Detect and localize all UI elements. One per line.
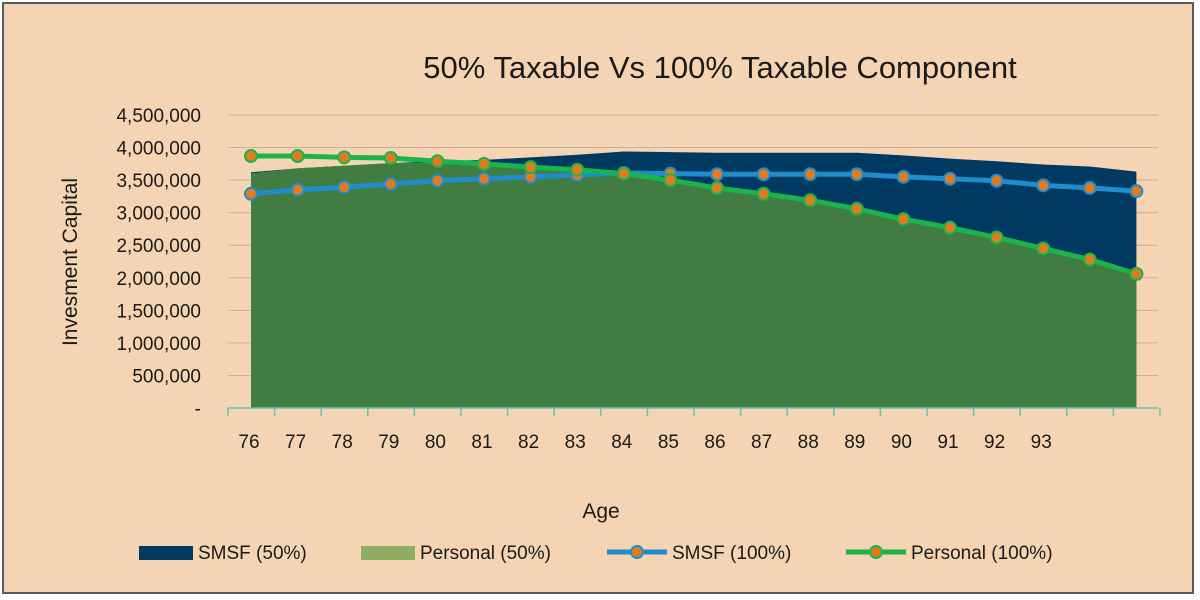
marker-smsf-100 (244, 186, 258, 201)
y-tick-label: 2,000,000 (116, 269, 201, 290)
legend-swatch-smsf-50 (139, 546, 193, 560)
y-tick-label: 2,500,000 (116, 236, 201, 257)
chart-canvas: 50% Taxable Vs 100% Taxable Component - 5… (59, 50, 1161, 564)
x-tick-label: 85 (658, 432, 679, 453)
marker-smsf-100 (943, 171, 957, 186)
y-tick-label: 500,000 (132, 366, 201, 387)
legend-label-personal-50: Personal (50%) (420, 543, 551, 564)
y-tick-label: - (195, 399, 201, 420)
x-tick-label: 86 (704, 432, 725, 453)
legend-label-personal-100: Personal (100%) (911, 543, 1053, 564)
x-tick-label: 80 (425, 432, 446, 453)
y-tick-label: 3,000,000 (116, 204, 201, 225)
marker-smsf-100 (290, 182, 305, 197)
marker-personal-100 (1129, 266, 1144, 281)
area-overlap (251, 163, 1137, 408)
y-tick-label: 3,500,000 (116, 171, 201, 192)
marker-personal-100 (943, 220, 957, 235)
legend: SMSF (50%) Personal (50%) SMSF (100%) Perso… (139, 543, 1053, 564)
marker-personal-100 (803, 193, 818, 208)
marker-personal-100 (430, 154, 445, 169)
y-tick-label: 1,500,000 (116, 301, 201, 322)
x-tick-label: 92 (984, 432, 1005, 453)
legend-swatch-personal-50 (361, 546, 415, 560)
marker-smsf-100 (430, 173, 445, 188)
x-tick-label: 90 (891, 432, 912, 453)
marker-smsf-100 (477, 171, 491, 186)
x-tick-label: 84 (611, 432, 633, 453)
marker-personal-100 (290, 149, 305, 164)
area-series (251, 151, 1137, 408)
marker-personal-100 (244, 149, 258, 164)
marker-personal-100 (477, 156, 491, 171)
legend-label-smsf-100: SMSF (100%) (672, 543, 791, 564)
marker-personal-100 (989, 230, 1004, 245)
legend-label-smsf-50: SMSF (50%) (198, 543, 307, 564)
x-tick-label: 82 (518, 432, 539, 453)
marker-personal-100 (1082, 252, 1097, 267)
marker-smsf-100 (756, 167, 771, 182)
line-personal-100 (251, 153, 1138, 277)
chart-title: 50% Taxable Vs 100% Taxable Component (423, 50, 1017, 85)
y-axis-label: Invesment Capital (59, 178, 82, 346)
marker-personal-100 (1036, 241, 1051, 256)
marker-smsf-100 (803, 167, 818, 182)
axes (227, 407, 1161, 416)
marker-smsf-100 (1129, 184, 1144, 199)
x-tick-label: 87 (751, 432, 772, 453)
marker-personal-100 (570, 162, 585, 177)
marker-smsf-100 (383, 177, 398, 192)
marker-smsf-100 (849, 167, 864, 182)
marker-personal-100 (710, 180, 724, 195)
legend-marker-personal-100 (869, 545, 883, 559)
marker-personal-100 (523, 160, 538, 175)
marker-smsf-100 (710, 167, 724, 182)
marker-personal-100 (383, 150, 398, 165)
marker-smsf-100 (1082, 180, 1097, 195)
x-tick-labels: 76 77 78 79 80 81 82 83 84 85 86 87 88 89 90 91 92 93 (238, 432, 1051, 453)
x-tick-label: 89 (844, 432, 865, 453)
x-tick-label: 77 (285, 432, 306, 453)
x-tick-label: 93 (1031, 432, 1052, 453)
marker-personal-100 (616, 166, 631, 181)
y-tick-labels: - 500,000 1,000,000 1,500,000 2,000,000 2,500… (116, 106, 201, 420)
marker-personal-100 (663, 173, 678, 188)
y-tick-label: 4,000,000 (116, 139, 201, 160)
x-tick-label: 83 (565, 432, 586, 453)
line-series (244, 149, 1144, 281)
y-tick-label: 1,000,000 (116, 334, 201, 355)
marker-smsf-100 (989, 173, 1004, 188)
marker-smsf-100 (1036, 178, 1051, 193)
y-tick-label: 4,500,000 (116, 106, 201, 127)
marker-personal-100 (337, 150, 352, 165)
legend-marker-smsf-100 (630, 545, 644, 559)
x-tick-label: 79 (378, 432, 399, 453)
marker-personal-100 (849, 201, 864, 216)
x-tick-label: 88 (798, 432, 819, 453)
marker-personal-100 (896, 212, 911, 227)
x-tick-label: 81 (471, 432, 492, 453)
marker-personal-100 (756, 186, 771, 201)
marker-smsf-100 (896, 169, 911, 184)
x-axis-label: Age (582, 500, 619, 523)
x-tick-label: 76 (238, 432, 259, 453)
x-tick-label: 78 (332, 432, 353, 453)
line-smsf-100 (250, 170, 1137, 197)
x-tick-label: 91 (937, 432, 958, 453)
marker-smsf-100 (337, 180, 352, 195)
